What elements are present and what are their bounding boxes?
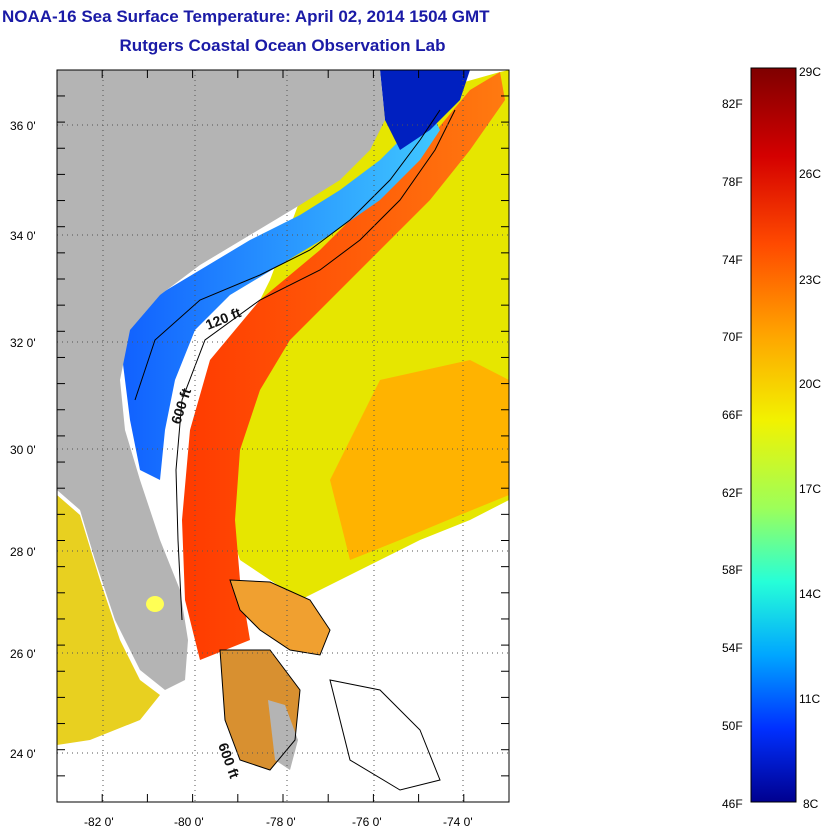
gulf-stream [182,72,505,660]
colorbar-c-label: 11C [799,692,820,706]
colorbar-c-label: 23C [799,273,821,287]
colorbar-f-label: 70F [722,330,743,344]
andros-island [268,700,298,770]
colorbar-c-label: 17C [799,482,821,496]
contour-line-120ft [134,109,441,401]
contour-bahamas [219,579,441,791]
y-tick-label: 36 0' [10,119,36,133]
colorbar-f-label: 82F [722,97,743,111]
x-tick-label: -82 0' [84,815,114,829]
x-tick-label: -78 0' [266,815,296,829]
shelf-water [120,110,440,480]
x-axis-labels: -82 0' -80 0' -78 0' -76 0' -74 0' [84,815,473,829]
colorbar-c-label: 14C [799,587,821,601]
map-title: NOAA-16 Sea Surface Temperature: April 0… [2,7,490,26]
y-tick-label: 34 0' [10,229,36,243]
colorbar-f-label: 74F [722,253,743,267]
y-tick-label: 28 0' [10,545,36,559]
land-southeast-us [57,70,385,690]
y-tick-label: 30 0' [10,443,36,457]
lake-okeechobee [146,596,164,612]
colorbar-f-label: 54F [722,641,743,655]
colorbar-f-label: 46F [722,797,743,811]
colorbar-f-label: 50F [722,719,743,733]
y-tick-label: 26 0' [10,647,36,661]
y-tick-label: 32 0' [10,336,36,350]
y-axis-labels: 36 0' 34 0' 32 0' 30 0' 28 0' 26 0' 24 0… [10,119,36,761]
open-ocean-orange [330,360,509,560]
colorbar-celsius-labels: 29C 26C 23C 20C 17C 14C 11C 8C [799,65,821,811]
cold-water-north [380,70,470,150]
colorbar-c-label: 8C [803,797,819,811]
x-tick-label: -80 0' [174,815,204,829]
colorbar-c-label: 26C [799,167,821,181]
colorbar-f-label: 58F [722,563,743,577]
gulf-coast-water [57,495,160,745]
x-tick-label: -76 0' [352,815,382,829]
x-tick-label: -74 0' [443,815,473,829]
colorbar-f-label: 66F [722,408,743,422]
map-panel: 120 ft 600 ft 600 ft [57,70,509,802]
axis-ticks [56,70,510,803]
colorbar [750,67,797,803]
map-grid [57,70,509,802]
colorbar-f-label: 78F [722,175,743,189]
colorbar-f-label: 62F [722,486,743,500]
colorbar-fahrenheit-labels: 82F 78F 74F 70F 66F 62F 58F 54F 50F 46F [722,97,743,811]
colorbar-c-label: 29C [799,65,821,79]
y-tick-label: 24 0' [10,747,36,761]
little-bahama-bank [230,580,330,655]
map-subtitle: Rutgers Coastal Ocean Observation Lab [119,36,446,55]
contour-line-600ft [175,109,456,621]
colorbar-c-label: 20C [799,377,821,391]
